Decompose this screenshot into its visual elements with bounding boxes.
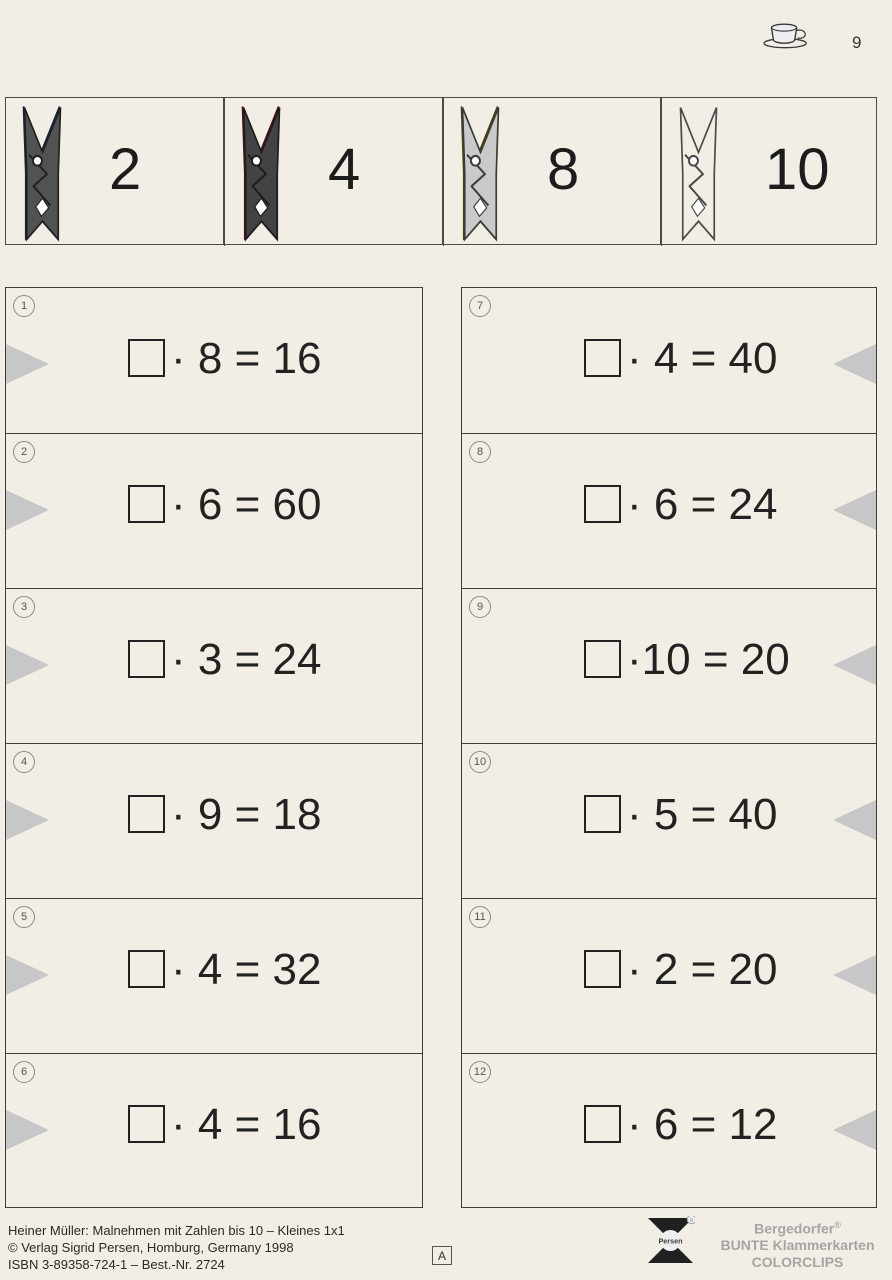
- svg-text:Persen: Persen: [659, 1237, 683, 1246]
- svg-text:R: R: [690, 1218, 694, 1224]
